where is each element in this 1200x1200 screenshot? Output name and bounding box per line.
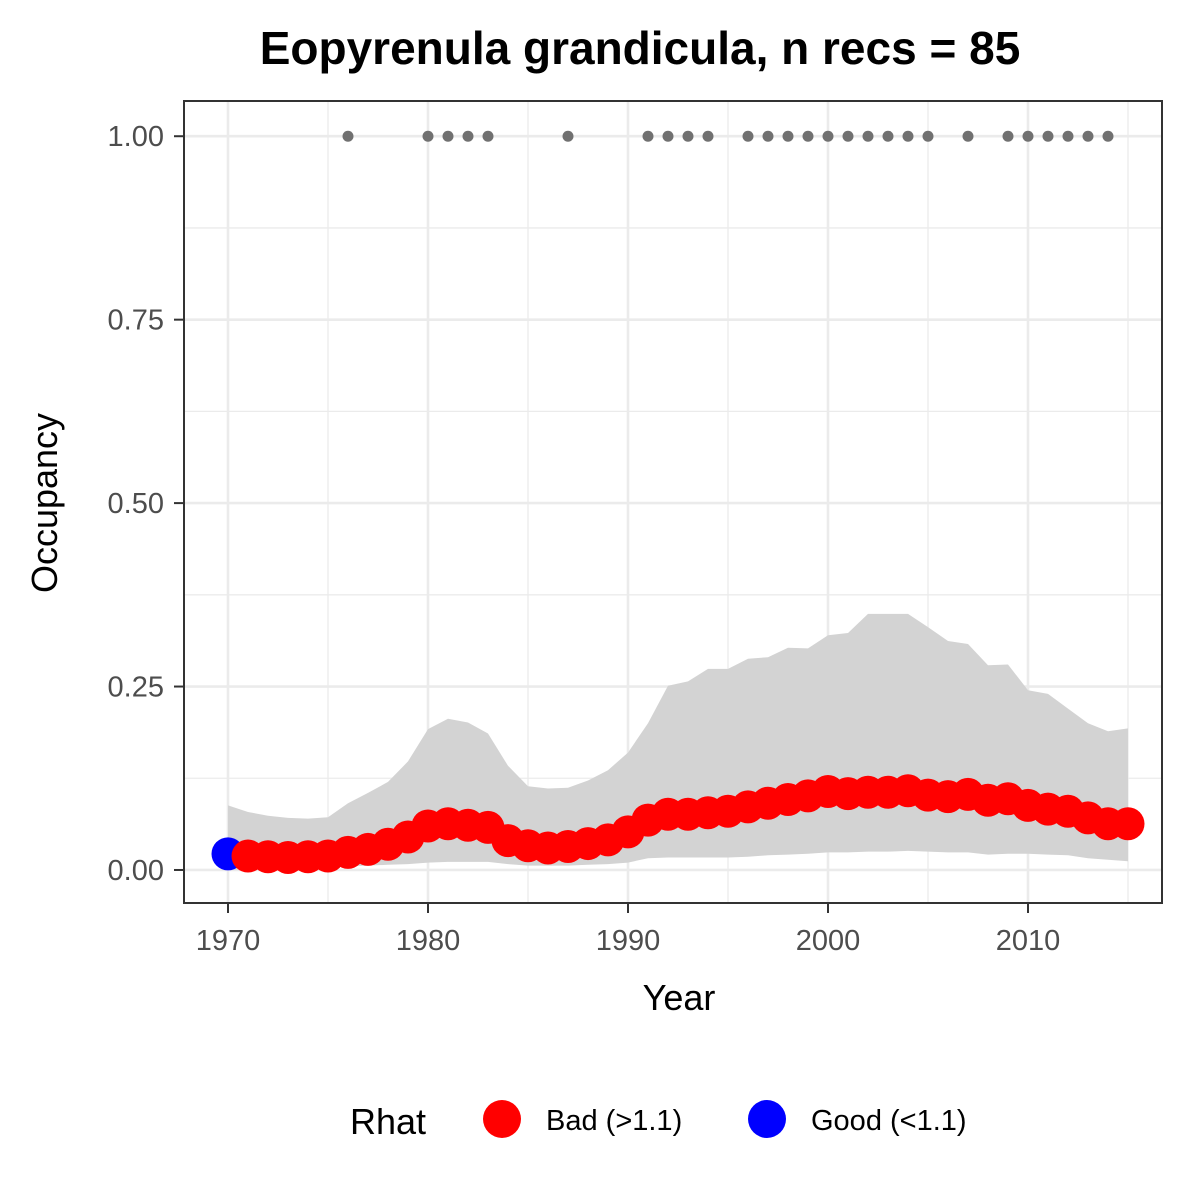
y-axis-title: Occupancy [24, 413, 65, 593]
legend: Rhat Bad (>1.1) Good (<1.1) [350, 1100, 967, 1142]
axis-ticks: 1970 1980 1990 2000 2010 0.00 0.25 0.50 0.75 1.00 [108, 121, 1061, 957]
x-tick-label: 2000 [796, 925, 861, 957]
record-point [1102, 130, 1114, 142]
record-point [782, 130, 794, 142]
record-point [442, 130, 454, 142]
record-point [642, 130, 654, 142]
record-point [422, 130, 434, 142]
record-point [462, 130, 474, 142]
record-point [1022, 130, 1034, 142]
record-point [922, 130, 934, 142]
panel-border [183, 100, 1163, 904]
record-point [762, 130, 774, 142]
legend-key-good [748, 1100, 786, 1138]
record-point [1082, 130, 1094, 142]
record-point [822, 130, 834, 142]
record-point [882, 130, 894, 142]
record-point [662, 130, 674, 142]
x-tick-label: 1990 [596, 925, 661, 957]
y-tick-label: 0.00 [108, 855, 164, 887]
y-tick-label: 0.25 [108, 672, 164, 704]
legend-title: Rhat [350, 1101, 426, 1142]
record-point [1002, 130, 1014, 142]
legend-label-bad: Bad (>1.1) [546, 1105, 682, 1137]
record-point [902, 130, 914, 142]
record-point [742, 130, 754, 142]
x-axis-title: Year [643, 977, 716, 1018]
credible-interval-band [228, 613, 1128, 870]
record-points [342, 130, 1114, 142]
x-tick-label: 2010 [996, 925, 1061, 957]
y-tick-label: 0.50 [108, 488, 164, 520]
record-point [962, 130, 974, 142]
record-point [1062, 130, 1074, 142]
y-tick-label: 0.75 [108, 305, 164, 337]
record-point [562, 130, 574, 142]
record-point [802, 130, 814, 142]
interval-band [228, 613, 1128, 870]
legend-key-bad [483, 1100, 521, 1138]
record-point [862, 130, 874, 142]
y-tick-label: 1.00 [108, 121, 164, 153]
x-tick-label: 1980 [396, 925, 461, 957]
record-point [842, 130, 854, 142]
record-point [342, 130, 354, 142]
occupancy-point-bad [1111, 807, 1145, 841]
occupancy-points [211, 774, 1145, 875]
record-point [682, 130, 694, 142]
chart-title: Eopyrenula grandicula, n recs = 85 [260, 22, 1021, 74]
record-point [482, 130, 494, 142]
x-tick-label: 1970 [196, 925, 261, 957]
legend-label-good: Good (<1.1) [811, 1105, 967, 1137]
record-point [1042, 130, 1054, 142]
record-point [702, 130, 714, 142]
